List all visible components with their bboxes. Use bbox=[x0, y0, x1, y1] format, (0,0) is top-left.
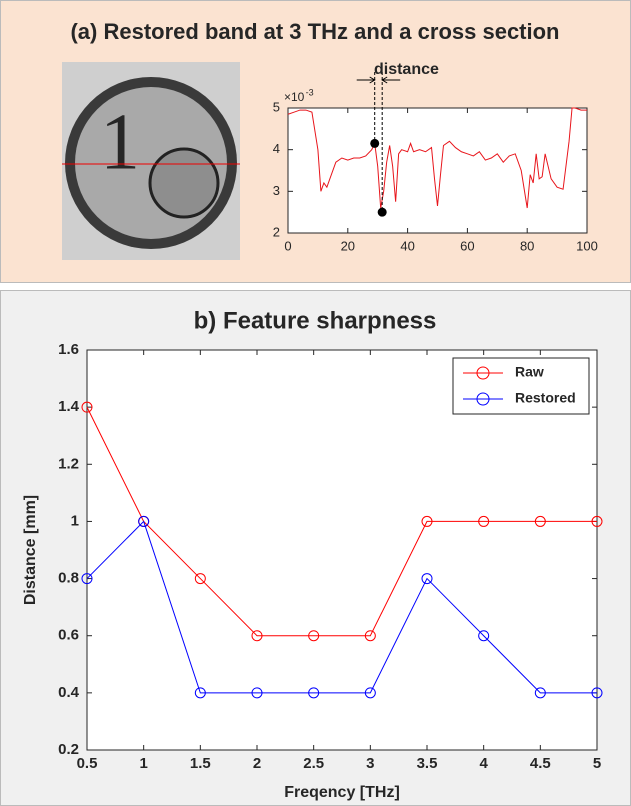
legend-label: Restored bbox=[515, 390, 576, 406]
coin-image: 1 bbox=[62, 62, 240, 260]
y-tick-label: 1.4 bbox=[58, 398, 80, 415]
x-axis-label: Freqency [THz] bbox=[284, 784, 400, 801]
x-tick-label: 80 bbox=[520, 238, 534, 253]
y-tick-label: 2 bbox=[273, 224, 280, 239]
legend-label: Raw bbox=[515, 364, 544, 380]
chart-title: b) Feature sharpness bbox=[194, 307, 437, 334]
y-tick-label: 0.6 bbox=[58, 627, 79, 644]
x-tick-label: 2 bbox=[253, 755, 261, 772]
y-tick-label: 0.8 bbox=[58, 570, 79, 587]
svg-text:1: 1 bbox=[100, 98, 140, 186]
x-tick-label: 40 bbox=[400, 238, 414, 253]
figure: 1 (a) Restored band at 3 THz and a cross… bbox=[0, 0, 631, 806]
annotation: distance bbox=[374, 61, 439, 78]
x-tick-label: 20 bbox=[341, 238, 355, 253]
y-exponent: -3 bbox=[306, 87, 314, 97]
x-tick-label: 4 bbox=[479, 755, 488, 772]
x-tick-label: 1 bbox=[139, 755, 147, 772]
y-tick-label: 0.4 bbox=[58, 684, 80, 701]
x-tick-label: 1.5 bbox=[190, 755, 211, 772]
y-tick-label: 4 bbox=[273, 141, 280, 156]
x-tick-label: 3.5 bbox=[417, 755, 438, 772]
x-tick-label: 60 bbox=[460, 238, 474, 253]
y-tick-label: 3 bbox=[273, 183, 280, 198]
y-tick-label: 1.6 bbox=[58, 341, 79, 358]
x-tick-label: 5 bbox=[593, 755, 601, 772]
y-tick-label: 5 bbox=[273, 99, 280, 114]
y-axis-label: Distance [mm] bbox=[22, 495, 39, 605]
x-tick-label: 0 bbox=[284, 238, 291, 253]
y-tick-label: 1 bbox=[71, 512, 79, 529]
x-tick-label: 4.5 bbox=[530, 755, 551, 772]
y-tick-label: 0.2 bbox=[58, 741, 79, 758]
x-tick-label: 100 bbox=[576, 238, 598, 253]
chart-title: (a) Restored band at 3 THz and a cross s… bbox=[70, 19, 559, 44]
y-tick-label: 1.2 bbox=[58, 455, 79, 472]
x-tick-label: 0.5 bbox=[77, 755, 98, 772]
y-multiplier: ×10 bbox=[284, 90, 305, 104]
x-tick-label: 3 bbox=[366, 755, 374, 772]
x-tick-label: 2.5 bbox=[303, 755, 324, 772]
